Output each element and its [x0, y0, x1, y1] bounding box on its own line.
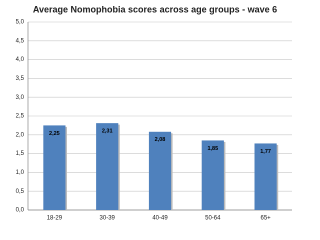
- y-tick-label: 0,5: [16, 189, 25, 195]
- y-tick-label: 3,0: [16, 95, 25, 101]
- y-tick-label: 0,0: [16, 208, 25, 214]
- x-tick-label: 40-49: [152, 216, 168, 222]
- x-tick-label: 50-64: [205, 216, 221, 222]
- value-label: 1,85: [207, 146, 218, 152]
- y-tick-label: 2,0: [16, 132, 25, 138]
- y-tick-label: 5,0: [16, 20, 25, 26]
- bar: [43, 125, 66, 210]
- x-tick-label: 65+: [261, 216, 272, 222]
- page: Average Nomophobia scores across age gro…: [15, 4, 292, 222]
- y-tick-label: 2,5: [16, 114, 25, 120]
- y-tick-label: 4,0: [16, 57, 25, 63]
- y-tick-label: 1,5: [16, 151, 25, 157]
- x-tick-label: 30-39: [100, 216, 116, 222]
- chart: Average Nomophobia scores across age gro…: [16, 4, 292, 222]
- y-tick-label: 3,5: [16, 76, 25, 82]
- chart-title: Average Nomophobia scores across age gro…: [33, 4, 277, 14]
- bar: [148, 131, 172, 210]
- value-label: 2,31: [102, 129, 113, 135]
- bar: [254, 143, 277, 210]
- x-tick-label: 18-29: [47, 216, 63, 222]
- bar: [201, 140, 224, 210]
- value-label: 2,08: [155, 137, 166, 143]
- y-tick-label: 4,5: [16, 38, 25, 44]
- value-label: 1,77: [260, 149, 271, 155]
- y-tick-label: 1,0: [16, 170, 25, 176]
- bar: [96, 123, 119, 210]
- value-label: 2,25: [49, 131, 60, 137]
